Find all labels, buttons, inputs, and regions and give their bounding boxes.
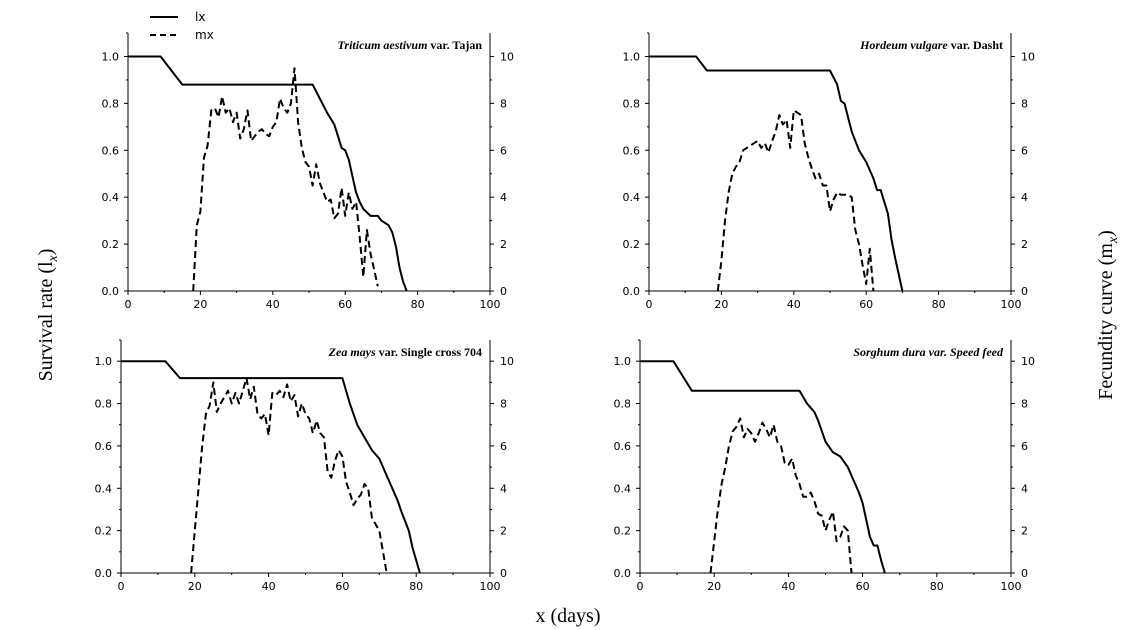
y-tick-label-left: 0.2 — [102, 238, 120, 251]
y-tick-label-left: 0.0 — [95, 567, 113, 580]
y-tick-label-right: 10 — [500, 50, 514, 63]
series-line-mx — [190, 377, 388, 574]
y-tick-label-left: 0.2 — [95, 525, 113, 538]
y-tick-label-right: 4 — [500, 191, 507, 204]
x-tick-label: 100 — [1001, 298, 1022, 311]
y-tick-label-left: 0.0 — [102, 285, 120, 298]
x-tick-label: 60 — [859, 298, 873, 311]
y-tick-label-left: 0.2 — [614, 525, 632, 538]
y-tick-label-right: 4 — [1021, 191, 1028, 204]
x-tick-label: 40 — [787, 298, 801, 311]
chart-panel-1: 0 20 40 60 80 100 0.0 0.2 0.4 0.6 0.8 1.0 0 2 4 6 8 10 Tri… — [102, 32, 514, 311]
y-tick-label-right: 2 — [1021, 238, 1028, 251]
y-tick-label-right: 0 — [1021, 285, 1028, 298]
y-tick-label-right: 6 — [500, 440, 507, 453]
y-tick-label-left: 1.0 — [623, 50, 641, 63]
y-tick-label-right: 6 — [1021, 144, 1028, 157]
x-tick-label: 80 — [409, 580, 423, 593]
x-tick-label: 40 — [781, 580, 795, 593]
y-tick-label-right: 10 — [500, 355, 514, 368]
y-tick-label-left: 0.8 — [102, 97, 120, 110]
y-tick-label-right: 4 — [1021, 482, 1028, 495]
y-tick-label-right: 2 — [1021, 525, 1028, 538]
panel-title: Hordeum vulgare var. Dasht — [859, 38, 1003, 52]
y-axis-title-left: Survival rate (lx) — [35, 249, 61, 382]
panel-title: Triticum aestivum var. Tajan — [338, 38, 483, 52]
y-tick-label-left: 0.8 — [614, 398, 632, 411]
x-tick-label: 60 — [856, 580, 870, 593]
x-tick-label: 20 — [707, 580, 721, 593]
y-tick-label-left: 0.0 — [614, 567, 632, 580]
y-tick-label-left: 0.4 — [102, 191, 120, 204]
x-tick-label: 80 — [930, 580, 944, 593]
y-tick-label-right: 10 — [1021, 355, 1035, 368]
x-tick-label: 60 — [338, 298, 352, 311]
y-tick-label-left: 1.0 — [95, 355, 113, 368]
y-tick-label-left: 0.6 — [95, 440, 113, 453]
y-tick-label-right: 8 — [500, 97, 507, 110]
y-tick-label-left: 0.6 — [623, 144, 641, 157]
y-tick-label-right: 4 — [500, 482, 507, 495]
y-tick-label-right: 0 — [500, 285, 507, 298]
y-tick-label-right: 8 — [1021, 97, 1028, 110]
x-tick-label: 20 — [188, 580, 202, 593]
x-tick-label: 100 — [480, 580, 501, 593]
y-tick-label-right: 8 — [1021, 398, 1028, 411]
y-tick-label-right: 8 — [500, 398, 507, 411]
series-line-mx — [192, 67, 379, 292]
x-tick-label: 20 — [193, 298, 207, 311]
y-tick-label-right: 6 — [1021, 440, 1028, 453]
series-line-lx — [128, 55, 408, 292]
y-tick-label-right: 0 — [500, 567, 507, 580]
y-tick-label-left: 0.6 — [614, 440, 632, 453]
x-axis-title: x (days) — [536, 605, 601, 627]
y-tick-label-left: 0.4 — [614, 482, 632, 495]
y-tick-label-right: 2 — [500, 525, 507, 538]
y-tick-label-left: 0.4 — [95, 482, 113, 495]
y-axis-title-right: Fecundity curve (mx) — [1095, 230, 1121, 400]
x-tick-label: 80 — [932, 298, 946, 311]
y-tick-label-right: 10 — [1021, 50, 1035, 63]
series-line-mx — [709, 417, 853, 574]
x-tick-label: 100 — [1001, 580, 1022, 593]
series-line-lx — [649, 55, 904, 292]
chart-panel-2: 0 20 40 60 80 100 0.0 0.2 0.4 0.6 0.8 1.0 0 2 4 6 8 10 Hor… — [623, 32, 1035, 311]
y-tick-label-left: 1.0 — [614, 355, 632, 368]
y-tick-label-left: 0.8 — [623, 97, 641, 110]
y-tick-label-left: 0.0 — [623, 285, 641, 298]
series-line-mx — [716, 109, 875, 292]
series-line-lx — [121, 360, 421, 574]
series-line-lx — [640, 360, 886, 574]
panel-title: Sorghum dura var. Speed feed — [853, 345, 1004, 359]
panels: 0 20 40 60 80 1000.00.20.40.60.81.00246810Tri… — [95, 32, 1035, 593]
x-tick-label: 20 — [714, 298, 728, 311]
x-tick-label: 0 — [125, 298, 132, 311]
legend-label-mx: mx — [195, 28, 214, 42]
x-tick-label: 0 — [118, 580, 125, 593]
legend: lx mx — [150, 10, 214, 42]
x-tick-label: 40 — [262, 580, 276, 593]
panel-title: Zea mays var. Single cross 704 — [328, 345, 482, 359]
chart-panel-4: 0 20 40 60 80 100 0.0 0.2 0.4 0.6 0.8 1.0 0 2 4 6 8 10 Sor… — [614, 339, 1035, 593]
y-tick-label-left: 0.6 — [102, 144, 120, 157]
x-tick-label: 100 — [480, 298, 501, 311]
y-tick-label-right: 2 — [500, 238, 507, 251]
y-tick-label-left: 0.2 — [623, 238, 641, 251]
x-tick-label: 40 — [266, 298, 280, 311]
x-tick-label: 60 — [335, 580, 349, 593]
y-tick-label-right: 0 — [1021, 567, 1028, 580]
y-tick-label-left: 1.0 — [102, 50, 120, 63]
legend-label-lx: lx — [195, 10, 205, 24]
x-tick-label: 0 — [637, 580, 644, 593]
y-tick-label-left: 0.8 — [95, 398, 113, 411]
y-tick-label-right: 6 — [500, 144, 507, 157]
x-tick-label: 0 — [646, 298, 653, 311]
chart-panel-3: 0 20 40 60 80 100 0.0 0.2 0.4 0.6 0.8 1.0 0 2 4 6 8 10 Zea… — [95, 339, 514, 593]
y-tick-label-left: 0.4 — [623, 191, 641, 204]
x-tick-label: 80 — [411, 298, 425, 311]
